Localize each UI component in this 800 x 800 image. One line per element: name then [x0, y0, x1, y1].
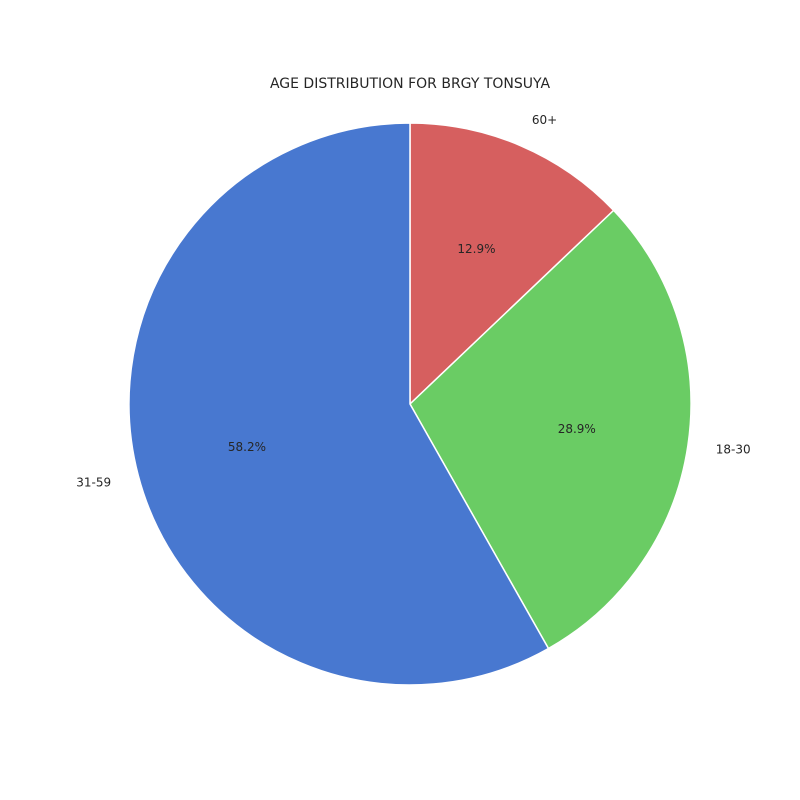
slice-category-label: 60+: [532, 113, 557, 127]
slice-category-label: 31-59: [76, 476, 111, 490]
pie-slice-31-59: [128, 122, 550, 686]
pie-slices: [128, 122, 692, 686]
pie-labels: 12.9% 60+ 28.9% 18-30 58.2% 31-59: [76, 113, 750, 490]
slice-percent-label: 12.9%: [457, 242, 495, 256]
pie-slice-18-30: [409, 209, 692, 650]
slice-percent-label: 28.9%: [558, 422, 596, 436]
slice-percent-label: 58.2%: [228, 440, 266, 454]
pie-slice-60: [409, 122, 615, 405]
chart-title: AGE DISTRIBUTION FOR BRGY TONSUYA: [270, 76, 551, 92]
slice-category-label: 18-30: [716, 442, 751, 456]
